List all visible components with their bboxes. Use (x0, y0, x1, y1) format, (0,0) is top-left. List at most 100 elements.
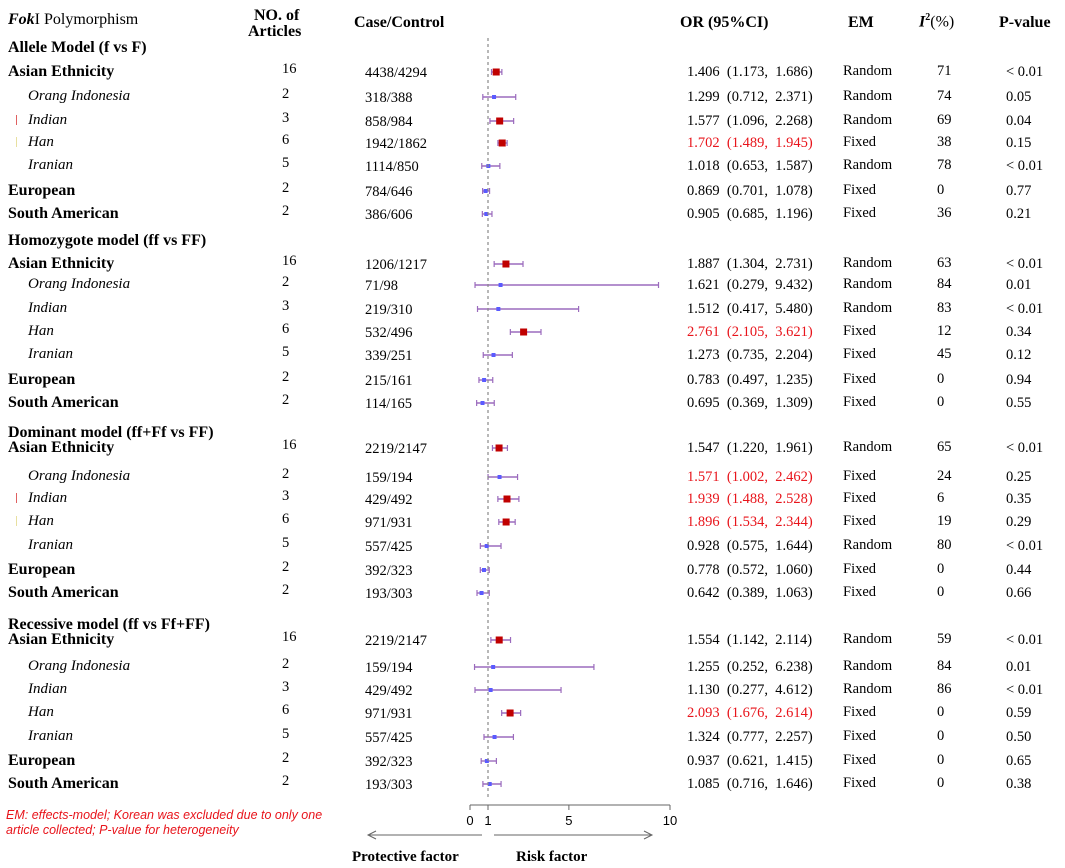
i2-value: 65 (937, 439, 952, 455)
row-flag-marker (16, 493, 17, 503)
case-control-count: 219/310 (365, 302, 413, 318)
effects-model: Random (843, 631, 893, 647)
or-point-marker (482, 568, 487, 572)
effects-model: Fixed (843, 561, 877, 577)
or-ci-value: 1.577 (1.096, 2.268) (687, 113, 813, 129)
effects-model: Random (843, 63, 893, 79)
or-ci-value: 1.324 (0.777, 2.257) (687, 729, 813, 745)
i2-value: 0 (937, 584, 945, 600)
or-ci-value: 1.018 (0.653, 1.587) (687, 158, 813, 174)
or-ci-value: 0.869 (0.701, 1.078) (687, 183, 813, 199)
row-label: European (8, 182, 76, 199)
case-control-count: 386/606 (365, 207, 413, 223)
effects-model: Fixed (843, 371, 877, 387)
header-articles-line2: Articles (248, 23, 302, 40)
articles-count: 2 (282, 582, 290, 598)
row-label: South American (8, 394, 119, 411)
or-ci-value: 1.887 (1.304, 2.731) (687, 256, 813, 272)
section-title: Recessive model (ff vs Ff+FF) (8, 616, 210, 633)
case-control-count: 1206/1217 (365, 257, 428, 273)
i2-value: 0 (937, 775, 945, 791)
effects-model: Fixed (843, 205, 877, 221)
row-label: Iranian (28, 157, 73, 173)
p-value: 0.04 (1006, 113, 1032, 129)
or-point-marker (492, 735, 497, 739)
p-value: 0.66 (1006, 585, 1032, 601)
case-control-count: 114/165 (365, 396, 412, 412)
header-or: OR (95%CI) (680, 14, 769, 31)
or-point-marker (492, 95, 497, 99)
or-point-marker (497, 475, 502, 479)
articles-count: 3 (282, 488, 290, 504)
row-label: Asian Ethnicity (8, 63, 115, 80)
or-point-marker (498, 139, 506, 147)
i2-value: 12 (937, 323, 952, 339)
header-i2: I2(%) (919, 13, 954, 30)
case-control-count: 392/323 (365, 563, 413, 579)
row-label: Indian (28, 490, 68, 506)
effects-model: Fixed (843, 182, 877, 198)
p-value: 0.21 (1006, 206, 1032, 222)
header-pvalue: P-value (999, 14, 1051, 31)
or-point-marker (484, 212, 489, 216)
or-point-marker (484, 759, 489, 763)
or-ci-value: 0.905 (0.685, 1.196) (687, 206, 813, 222)
p-value: 0.94 (1006, 372, 1032, 388)
risk-arrowhead (643, 830, 654, 840)
articles-count: 6 (282, 321, 290, 337)
articles-count: 2 (282, 274, 290, 290)
or-ci-value: 1.621 (0.279, 9.432) (687, 277, 813, 293)
or-point-marker (496, 117, 504, 125)
p-value: 0.50 (1006, 729, 1032, 745)
p-value: 0.29 (1006, 514, 1032, 530)
case-control-count: 193/303 (365, 777, 413, 793)
or-ci-value: 1.130 (0.277, 4.612) (687, 682, 813, 698)
p-value: 0.25 (1006, 469, 1032, 485)
articles-count: 16 (282, 629, 297, 645)
or-ci-value: 1.554 (1.142, 2.114) (687, 632, 813, 648)
i2-value: 80 (937, 537, 952, 553)
articles-count: 2 (282, 86, 290, 102)
footnote: EM: effects-model; Korean was excluded d… (6, 808, 323, 837)
case-control-count: 971/931 (365, 706, 413, 722)
effects-model: Fixed (843, 346, 877, 362)
articles-count: 2 (282, 466, 290, 482)
p-value: < 0.01 (1006, 440, 1044, 456)
or-point-marker (495, 636, 503, 644)
effects-model: Random (843, 255, 893, 271)
p-value: 0.15 (1006, 135, 1032, 151)
articles-count: 2 (282, 750, 290, 766)
i2-value: 78 (937, 157, 952, 173)
i2-value: 0 (937, 182, 945, 198)
section-title: Allele Model (f vs F) (8, 39, 147, 56)
effects-model: Random (843, 276, 893, 292)
header-polymorphism-gene: Fok (8, 11, 35, 28)
p-value: < 0.01 (1006, 158, 1044, 174)
i2-value: 24 (937, 468, 952, 484)
articles-count: 2 (282, 656, 290, 672)
effects-model: Fixed (843, 323, 877, 339)
row-label: Han (28, 704, 54, 720)
effects-model: Fixed (843, 775, 877, 791)
p-value: 0.65 (1006, 753, 1032, 769)
effects-model: Fixed (843, 752, 877, 768)
case-control-count: 2219/2147 (365, 441, 428, 457)
p-value: < 0.01 (1006, 256, 1044, 272)
or-point-marker (487, 782, 492, 786)
or-ci-value: 0.778 (0.572, 1.060) (687, 562, 813, 578)
effects-model: Random (843, 112, 893, 128)
x-axis-tick-label: 10 (663, 813, 677, 828)
i2-value: 0 (937, 394, 945, 410)
or-ci-value: 2.093 (1.676, 2.614) (687, 705, 813, 721)
header-articles-line1: NO. of (254, 7, 300, 24)
row-flag-marker (16, 115, 17, 125)
effects-model: Fixed (843, 584, 877, 600)
case-control-count: 4438/4294 (365, 65, 428, 81)
x-axis-tick-label: 1 (484, 813, 491, 828)
or-point-marker (520, 328, 528, 336)
row-label: European (8, 561, 76, 578)
i2-value: 0 (937, 704, 945, 720)
or-ci-value: 1.085 (0.716, 1.646) (687, 776, 813, 792)
row-label: Asian Ethnicity (8, 439, 115, 456)
